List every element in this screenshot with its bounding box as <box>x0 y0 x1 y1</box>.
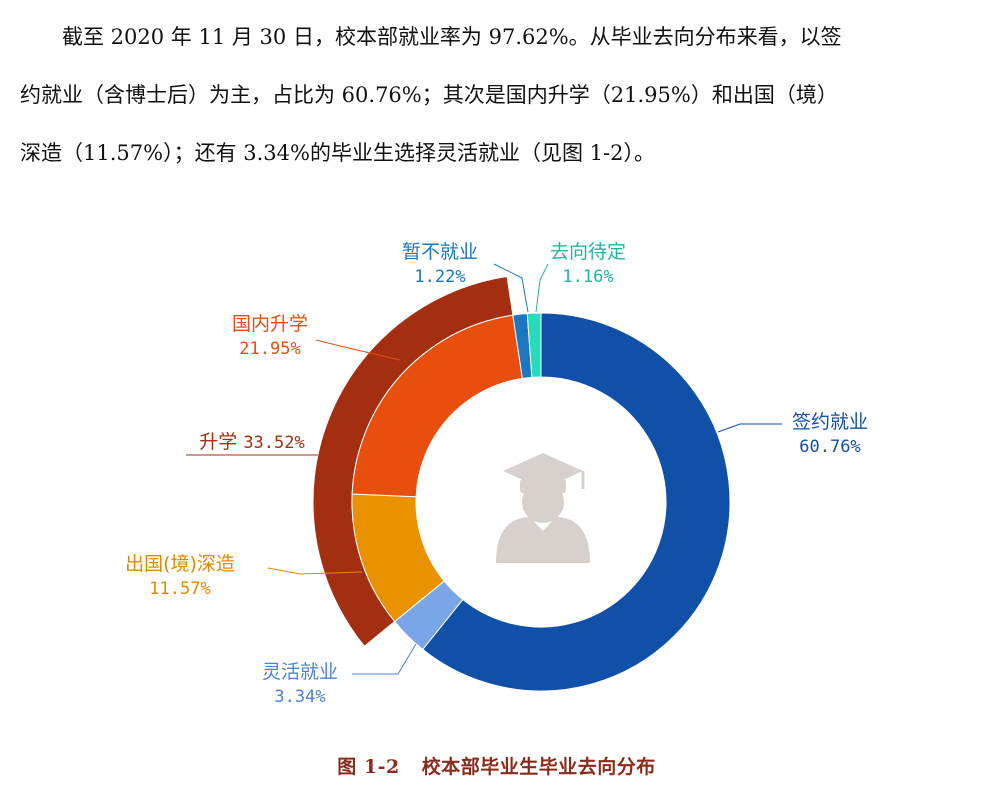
figure-caption: 图 1-2 校本部毕业生毕业去向分布 <box>0 752 993 779</box>
slice-label-name-2: 出国(境)深造 <box>125 553 235 575</box>
graduate-icon <box>496 453 590 563</box>
slice-0 <box>422 312 731 692</box>
slice-label-name-3: 国内升学 <box>232 313 308 335</box>
slice-label-value-0: 60.76% <box>799 437 860 457</box>
paragraph-line-2: 约就业（含博士后）为主，占比为 60.76%；其次是国内升学（21.95%）和出… <box>20 83 838 107</box>
paragraph-line-1: 截至 2020 年 11 月 30 日，校本部就业率为 97.62%。从毕业去向… <box>62 25 842 49</box>
slice-label-name-0: 签约就业 <box>792 411 868 433</box>
leader-line-0 <box>717 423 782 433</box>
leader-line-4 <box>493 263 529 313</box>
slice-label-name-4: 暂不就业 <box>402 241 478 263</box>
leader-line-2 <box>267 567 363 575</box>
outer-slice-label: 升学 33.52% <box>199 431 304 453</box>
leader-line-5 <box>535 263 549 313</box>
slice-label-value-1: 3.34% <box>274 687 325 707</box>
slice-label-value-5: 1.16% <box>562 267 613 287</box>
chart-rings <box>312 275 731 692</box>
leader-line-1 <box>352 643 417 675</box>
slice-label-value-4: 1.22% <box>414 267 465 287</box>
slice-label-name-1: 灵活就业 <box>262 661 338 683</box>
slice-label-name-5: 去向待定 <box>550 241 626 263</box>
leader-line-3 <box>315 339 401 361</box>
figure-title: 校本部毕业生毕业去向分布 <box>421 756 656 778</box>
chart-leader-lines <box>186 263 782 675</box>
chart-labels: 签约就业 60.76% 灵活就业 3.34% 出国(境)深造 11.57% 国内升学 21.9… <box>125 241 868 707</box>
slice-5 <box>526 312 542 378</box>
paragraph-line-3: 深造（11.57%）；还有 3.34%的毕业生选择灵活就业（见图 1-2）。 <box>20 141 655 165</box>
outer-slice-0 <box>312 275 514 647</box>
slice-label-value-2: 11.57% <box>149 579 210 599</box>
slice-label-value-3: 21.95% <box>239 339 300 359</box>
donut-chart: 签约就业 60.76% 灵活就业 3.34% 出国(境)深造 11.57% 国内升学 21.9… <box>125 241 868 707</box>
figure-number: 图 1-2 <box>337 756 400 778</box>
intro-paragraph: 截至 2020 年 11 月 30 日，校本部就业率为 97.62%。从毕业去向… <box>20 8 980 182</box>
